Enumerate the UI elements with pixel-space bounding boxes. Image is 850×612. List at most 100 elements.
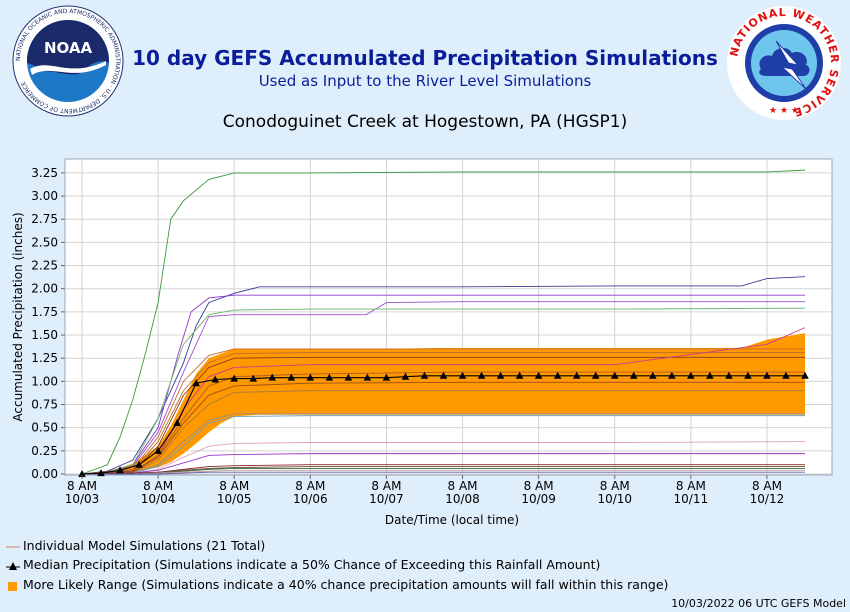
x-tick-time: 8 AM: [143, 479, 173, 493]
y-tick-label: 2.50: [31, 235, 58, 249]
median-point: [629, 371, 638, 379]
median-point: [725, 371, 733, 379]
median-point: [782, 371, 790, 379]
range-legend-icon: [8, 581, 17, 591]
x-tick-time: 8 AM: [67, 479, 97, 493]
page-title: 10 day GEFS Accumulated Precipitation Si…: [132, 46, 718, 70]
median-point: [97, 469, 105, 477]
median-point: [420, 371, 429, 379]
x-tick-date: 10/03: [65, 492, 100, 506]
y-tick-label: 3.25: [31, 166, 58, 180]
x-tick-date: 10/08: [445, 492, 480, 506]
member-line-8: [81, 356, 805, 475]
y-axis-label: Accumulated Precipitation (inches): [11, 212, 25, 421]
x-tick-time: 8 AM: [524, 479, 554, 493]
noaa-logo-text: NOAA: [44, 39, 93, 57]
member-line-7: [81, 352, 805, 475]
median-point: [78, 470, 86, 477]
member-line-13: [81, 413, 805, 475]
member-line-15: [81, 441, 806, 475]
median-point: [173, 419, 181, 427]
median-line: [78, 371, 809, 477]
median-point: [192, 379, 200, 387]
y-tick-label: 1.50: [31, 328, 58, 342]
x-tick-date: 10/11: [674, 492, 709, 506]
legend-median: Median Precipitation (Simulations indica…: [6, 557, 600, 572]
legend-range: More Likely Range (Simulations indicate …: [6, 577, 668, 592]
member-line-11: [81, 381, 805, 475]
y-tick-label: 2.75: [31, 212, 58, 226]
svg-text:★ ★ ★: ★ ★ ★: [769, 106, 799, 116]
y-tick-label: 0.00: [31, 467, 58, 481]
median-point: [344, 373, 353, 381]
x-tick-time: 8 AM: [371, 479, 401, 493]
y-tick-label: 0.25: [31, 444, 58, 458]
members-legend-icon: [6, 546, 20, 547]
median-point: [401, 372, 410, 380]
legend-members: Individual Model Simulations (21 Total): [6, 538, 265, 553]
y-tick-label: 1.75: [31, 305, 58, 319]
legend-members-label: Individual Model Simulations (21 Total): [23, 538, 266, 553]
median-point: [363, 373, 372, 381]
x-tick-date: 10/10: [597, 492, 632, 506]
median-point: [515, 371, 524, 379]
x-tick-time: 8 AM: [448, 479, 478, 493]
x-tick-date: 10/07: [369, 492, 404, 506]
median-point: [306, 373, 315, 381]
y-tick-label: 1.25: [31, 351, 58, 365]
median-point: [706, 371, 714, 379]
median-point: [610, 371, 619, 379]
median-point: [668, 371, 676, 379]
y-tick-label: 0.50: [31, 421, 58, 435]
y-tick-label: 0.75: [31, 398, 58, 412]
median-point: [249, 374, 258, 382]
range-band: [82, 333, 805, 474]
x-tick-time: 8 AM: [676, 479, 706, 493]
y-tick-label: 2.25: [31, 259, 58, 273]
median-point: [382, 373, 391, 381]
median-point: [572, 371, 581, 379]
median-point: [744, 371, 752, 379]
median-point: [801, 371, 809, 379]
median-point: [553, 371, 562, 379]
model-run-footer: 10/03/2022 06 UTC GEFS Model: [671, 597, 846, 610]
member-line-5: [81, 307, 806, 475]
median-point: [687, 371, 695, 379]
median-point: [648, 371, 657, 379]
x-tick-date: 10/09: [521, 492, 556, 506]
member-line-6: [81, 348, 805, 475]
range-band-area: [82, 333, 805, 474]
nws-logo: NATIONAL WEATHER SERVICE ★ ★ ★: [727, 6, 841, 120]
noaa-logo: NOAA NATIONAL OCEANIC AND ATMOSPHERIC AD…: [12, 5, 124, 117]
median-point: [268, 373, 277, 381]
y-tick-label: 3.00: [31, 189, 58, 203]
y-tick-label: 1.00: [31, 374, 58, 388]
median-point: [763, 371, 771, 379]
x-tick-date: 10/04: [141, 492, 176, 506]
median-point: [135, 460, 143, 468]
median-point: [496, 371, 505, 379]
x-tick-time: 8 AM: [295, 479, 325, 493]
member-line-17: [81, 464, 805, 475]
median-point: [154, 446, 162, 454]
member-line-2: [81, 276, 806, 475]
median-point: [477, 371, 486, 379]
legend-median-label: Median Precipitation (Simulations indica…: [23, 557, 601, 572]
median-point: [534, 371, 543, 379]
median-point: [230, 374, 239, 382]
median-point: [325, 373, 334, 381]
y-axis: 0.00 0.25 0.50 0.75 1.00 1.25 1.50 1.75 2.00 2.25…: [31, 166, 65, 481]
y-tick-label: 2.00: [31, 282, 58, 296]
x-tick-date: 10/12: [750, 492, 785, 506]
page-subtitle: Used as Input to the River Level Simulat…: [258, 72, 592, 90]
x-axis-label: Date/Time (local time): [385, 513, 519, 527]
member-line-14: [81, 415, 805, 475]
median-point: [439, 371, 448, 379]
x-tick-date: 10/05: [217, 492, 252, 506]
median-point: [458, 371, 467, 379]
x-tick-time: 8 AM: [752, 479, 782, 493]
x-tick-date: 10/06: [293, 492, 328, 506]
median-point: [591, 371, 600, 379]
